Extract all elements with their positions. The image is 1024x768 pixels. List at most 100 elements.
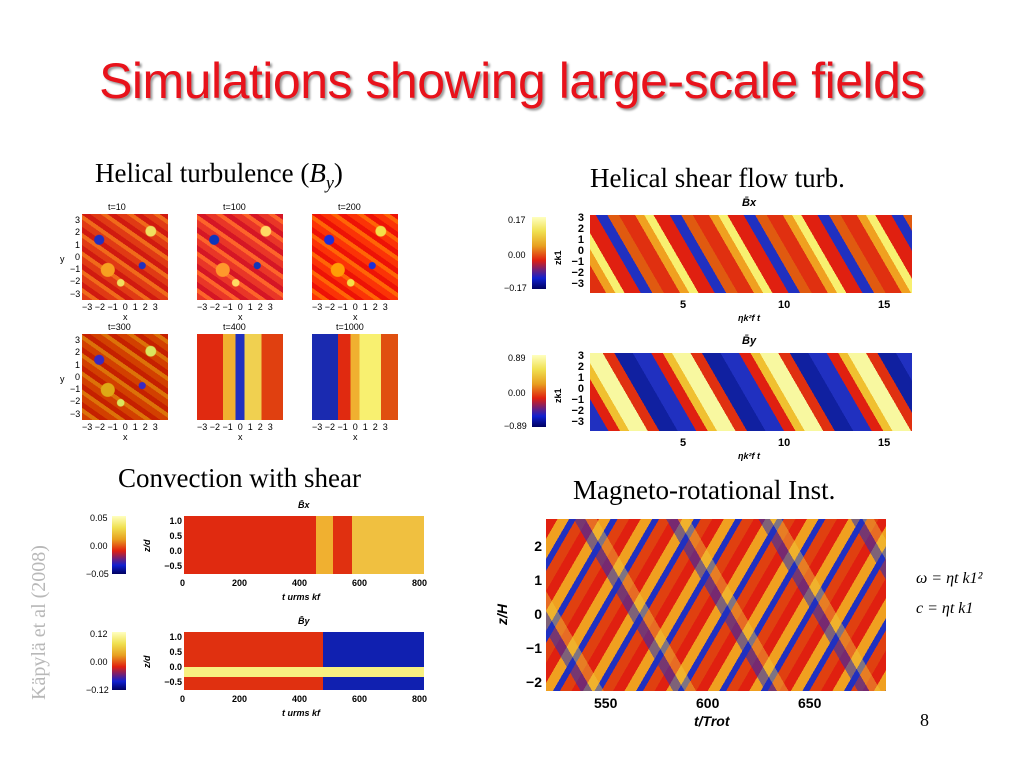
x-tick: 400	[292, 694, 308, 704]
panel-time-label: t=300	[108, 322, 131, 332]
panel-label-by: B̄y	[742, 335, 757, 347]
x-tick: 15	[878, 299, 891, 311]
convection-map-bx	[184, 516, 424, 574]
shear-map-by	[590, 353, 912, 431]
y-axis-label: y	[60, 254, 65, 264]
panel-time-label: t=100	[223, 202, 246, 212]
panel-time-label: t=400	[223, 322, 246, 332]
x-tick: 400	[292, 578, 308, 588]
x-ticks: −3 −2 −1 0 1 2 3	[197, 422, 273, 432]
y-ticks: 1.0 0.5 0.0 −0.5	[164, 632, 182, 687]
convection-map-by	[184, 632, 424, 690]
x-axis-label: x	[238, 312, 243, 322]
x-axis-label: x	[353, 432, 358, 442]
x-tick: 15	[878, 437, 891, 449]
y-ticks: 3 2 1 0 −1 −2 −3	[70, 335, 81, 419]
x-ticks: −3 −2 −1 0 1 2 3	[312, 422, 388, 432]
x-axis-label: ηk²f t	[738, 451, 760, 461]
x-tick: 5	[680, 299, 687, 311]
colorbar	[112, 516, 126, 574]
caption-helical-sub: y	[325, 172, 334, 193]
x-axis-label: t urms kf	[282, 708, 321, 718]
shear-flow-figure: B̄x 0.17 0.00 −0.17 3 2 1 0 −1 −2 −3 zk1 5 10 …	[480, 195, 920, 470]
colorbar-max: 0.89	[508, 353, 526, 363]
y-axis-label: zk1	[553, 250, 563, 265]
caption-convection: Convection with shear	[118, 463, 361, 493]
x-ticks: −3 −2 −1 0 1 2 3	[82, 422, 158, 432]
caption-helical-close: )	[333, 158, 343, 188]
x-tick: 0	[180, 578, 186, 588]
colorbar-min: −0.17	[504, 283, 527, 293]
x-tick: 10	[778, 437, 791, 449]
x-axis-label: x	[238, 432, 243, 442]
credit-vertical: Käpylä et al (2008)	[28, 545, 50, 700]
y-ticks: 3 2 1 0 −1 −2 −3	[571, 212, 584, 290]
helical-map-t1000	[312, 334, 398, 420]
helical-map-t400	[197, 334, 283, 420]
y-ticks: 2 1 0 −1 −2	[526, 538, 542, 690]
panel-label-by: B̄y	[298, 616, 310, 626]
colorbar	[532, 355, 546, 427]
x-axis-label: x	[123, 312, 128, 322]
colorbar	[112, 632, 126, 690]
x-tick: 600	[696, 695, 720, 711]
colorbar-mid: 0.00	[90, 657, 108, 667]
colorbar-min: −0.89	[504, 421, 527, 431]
x-axis-label: x	[123, 432, 128, 442]
y-axis-label: z/H	[494, 604, 510, 625]
colorbar-max: 0.17	[508, 215, 526, 225]
x-ticks: −3 −2 −1 0 1 2 3	[82, 302, 158, 312]
panel-label-bx: B̄x	[298, 500, 310, 510]
caption-shear-flow: Helical shear flow turb.	[590, 163, 845, 193]
slide-title: Simulations showing large-scale fields	[99, 53, 925, 109]
x-tick: 10	[778, 299, 791, 311]
caption-helical-turbulence: Helical turbulence (By)	[95, 158, 343, 193]
mri-overlay	[546, 519, 886, 691]
x-tick: 200	[232, 578, 248, 588]
formula-c: c = ηt k1	[916, 600, 974, 617]
mri-map	[546, 519, 886, 691]
colorbar-mid: 0.00	[508, 250, 526, 260]
x-tick: 800	[412, 694, 428, 704]
colorbar	[532, 217, 546, 289]
x-tick: 600	[352, 578, 368, 588]
panel-label-bx: B̄x	[742, 197, 757, 209]
y-ticks: 3 2 1 0 −1 −2 −3	[70, 215, 81, 299]
y-axis-label: y	[60, 374, 65, 384]
page-number: 8	[920, 710, 929, 730]
panel-time-label: t=1000	[336, 322, 364, 332]
panel-time-label: t=200	[338, 202, 361, 212]
x-ticks: −3 −2 −1 0 1 2 3	[197, 302, 273, 312]
colorbar-max: 0.12	[90, 629, 108, 639]
x-tick: 0	[180, 694, 186, 704]
x-axis-label: ηk²f t	[738, 313, 760, 323]
colorbar-mid: 0.00	[90, 541, 108, 551]
x-tick: 800	[412, 578, 428, 588]
formula-omega: ω = ηt k1²	[916, 570, 983, 587]
helical-map-t10	[82, 214, 168, 300]
shear-map-bx	[590, 215, 912, 293]
convection-figure: B̄x 0.05 0.00 −0.05 1.0 0.5 0.0 −0.5 z/d 0 …	[80, 500, 440, 720]
x-tick: 600	[352, 694, 368, 704]
caption-helical-text: Helical turbulence (	[95, 158, 310, 188]
y-axis-label: z/d	[142, 655, 152, 669]
colorbar-mid: 0.00	[508, 388, 526, 398]
y-ticks: 3 2 1 0 −1 −2 −3	[571, 350, 584, 428]
y-axis-label: z/d	[142, 539, 152, 553]
colorbar-min: −0.12	[86, 685, 109, 695]
x-axis-label: t/Trot	[694, 713, 730, 729]
x-axis-label: x	[353, 312, 358, 322]
x-tick: 650	[798, 695, 822, 711]
panel-time-label: t=10	[108, 202, 126, 212]
x-ticks: −3 −2 −1 0 1 2 3	[312, 302, 388, 312]
colorbar-min: −0.05	[86, 569, 109, 579]
caption-mri: Magneto-rotational Inst.	[573, 475, 836, 505]
y-ticks: 1.0 0.5 0.0 −0.5	[164, 516, 182, 571]
helical-map-t300	[82, 334, 168, 420]
mri-figure: 2 1 0 −1 −2 z/H 550 600 650 t/Trot	[490, 515, 900, 730]
helical-map-t100	[197, 214, 283, 300]
colorbar-max: 0.05	[90, 513, 108, 523]
x-axis-label: t urms kf	[282, 592, 321, 602]
caption-helical-var: B	[309, 158, 326, 188]
